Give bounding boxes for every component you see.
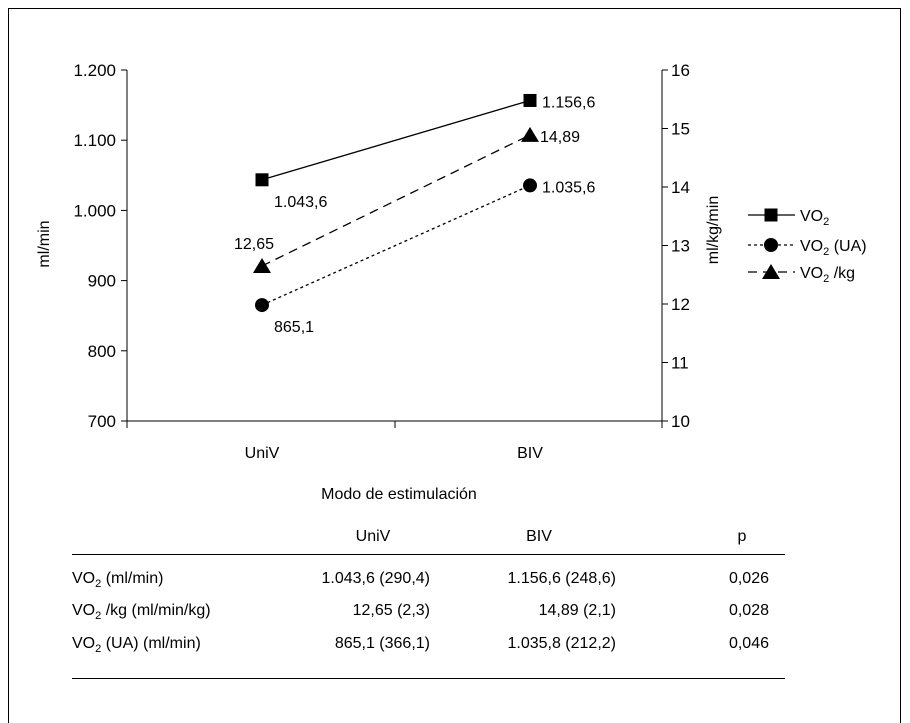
table-header-biv: BIV bbox=[526, 528, 552, 545]
y-right-tick-label: 16 bbox=[671, 61, 690, 80]
y-left-tick-label: 700 bbox=[88, 412, 116, 431]
y-left-tick-label: 900 bbox=[88, 272, 116, 291]
data-point bbox=[255, 173, 269, 187]
x-tick-label: UniV bbox=[245, 445, 280, 462]
figure-frame bbox=[8, 8, 901, 723]
table-header-p: p bbox=[737, 528, 747, 545]
legend-marker bbox=[764, 238, 778, 252]
y-right-tick-label: 12 bbox=[671, 295, 690, 314]
y-right-tick-label: 15 bbox=[671, 120, 690, 139]
y-left-tick-label: 1.200 bbox=[73, 61, 116, 80]
table-cell-univ: 865,1 (366,1) bbox=[334, 635, 430, 652]
x-axis-title: Modo de estimulación bbox=[321, 486, 477, 503]
table-cell-p: 0,026 bbox=[728, 570, 769, 587]
y-left-tick-label: 1.100 bbox=[73, 131, 116, 150]
legend-label: VO2 (UA) bbox=[800, 238, 867, 258]
table-cell-p: 0,028 bbox=[728, 602, 769, 619]
data-label: 1.035,6 bbox=[542, 179, 595, 196]
legend-marker bbox=[764, 208, 778, 222]
y-right-tick-label: 11 bbox=[671, 354, 689, 373]
table-row-label: VO2 /kg (ml/min/kg) bbox=[72, 602, 211, 623]
y-left-tick-label: 1.000 bbox=[73, 201, 116, 220]
table-row-label: VO2 (UA) (ml/min) bbox=[72, 635, 201, 656]
y-right-tick-label: 13 bbox=[671, 237, 690, 256]
table-header-rule bbox=[72, 554, 785, 555]
legend-marker bbox=[762, 264, 780, 279]
table-header-univ: UniV bbox=[355, 528, 391, 545]
table-bottom-rule bbox=[72, 678, 785, 679]
legend-label: VO2 bbox=[800, 208, 829, 228]
legend-label: VO2 /kg bbox=[800, 265, 855, 285]
series-line bbox=[261, 99, 531, 181]
table-cell-p: 0,046 bbox=[728, 635, 769, 652]
y-right-tick-label: 14 bbox=[671, 178, 690, 197]
table-cell-biv: 1.035,8 (212,2) bbox=[507, 635, 616, 652]
data-point bbox=[253, 257, 271, 273]
data-label: 1.156,6 bbox=[542, 94, 595, 111]
data-point bbox=[255, 298, 269, 313]
table-cell-biv: 1.156,6 (248,6) bbox=[507, 570, 616, 587]
data-point bbox=[523, 93, 537, 107]
data-label: 14,89 bbox=[540, 129, 580, 146]
y-right-axis-title: ml/kg/min bbox=[705, 196, 722, 264]
table-cell-biv: 14,89 (2,1) bbox=[538, 602, 616, 619]
table-row-label: VO2 (ml/min) bbox=[72, 570, 164, 591]
data-label: 1.043,6 bbox=[274, 194, 327, 211]
series-line bbox=[261, 134, 531, 267]
y-right-tick-label: 10 bbox=[671, 412, 690, 431]
data-point bbox=[523, 178, 537, 193]
x-tick-label: BIV bbox=[517, 445, 543, 462]
y-left-axis-title: ml/min bbox=[36, 220, 53, 267]
table-cell-univ: 12,65 (2,3) bbox=[352, 602, 430, 619]
series-line bbox=[261, 184, 531, 306]
y-left-tick-label: 800 bbox=[88, 342, 116, 361]
chart: 700 800 900 1.000 1.100 1.200 10 11 12 13 14 15 16 Un… bbox=[36, 61, 867, 503]
table-cell-univ: 1.043,6 (290,4) bbox=[321, 570, 430, 587]
data-label: 12,65 bbox=[234, 236, 274, 253]
data-point bbox=[521, 126, 539, 142]
data-label: 865,1 bbox=[274, 319, 314, 336]
